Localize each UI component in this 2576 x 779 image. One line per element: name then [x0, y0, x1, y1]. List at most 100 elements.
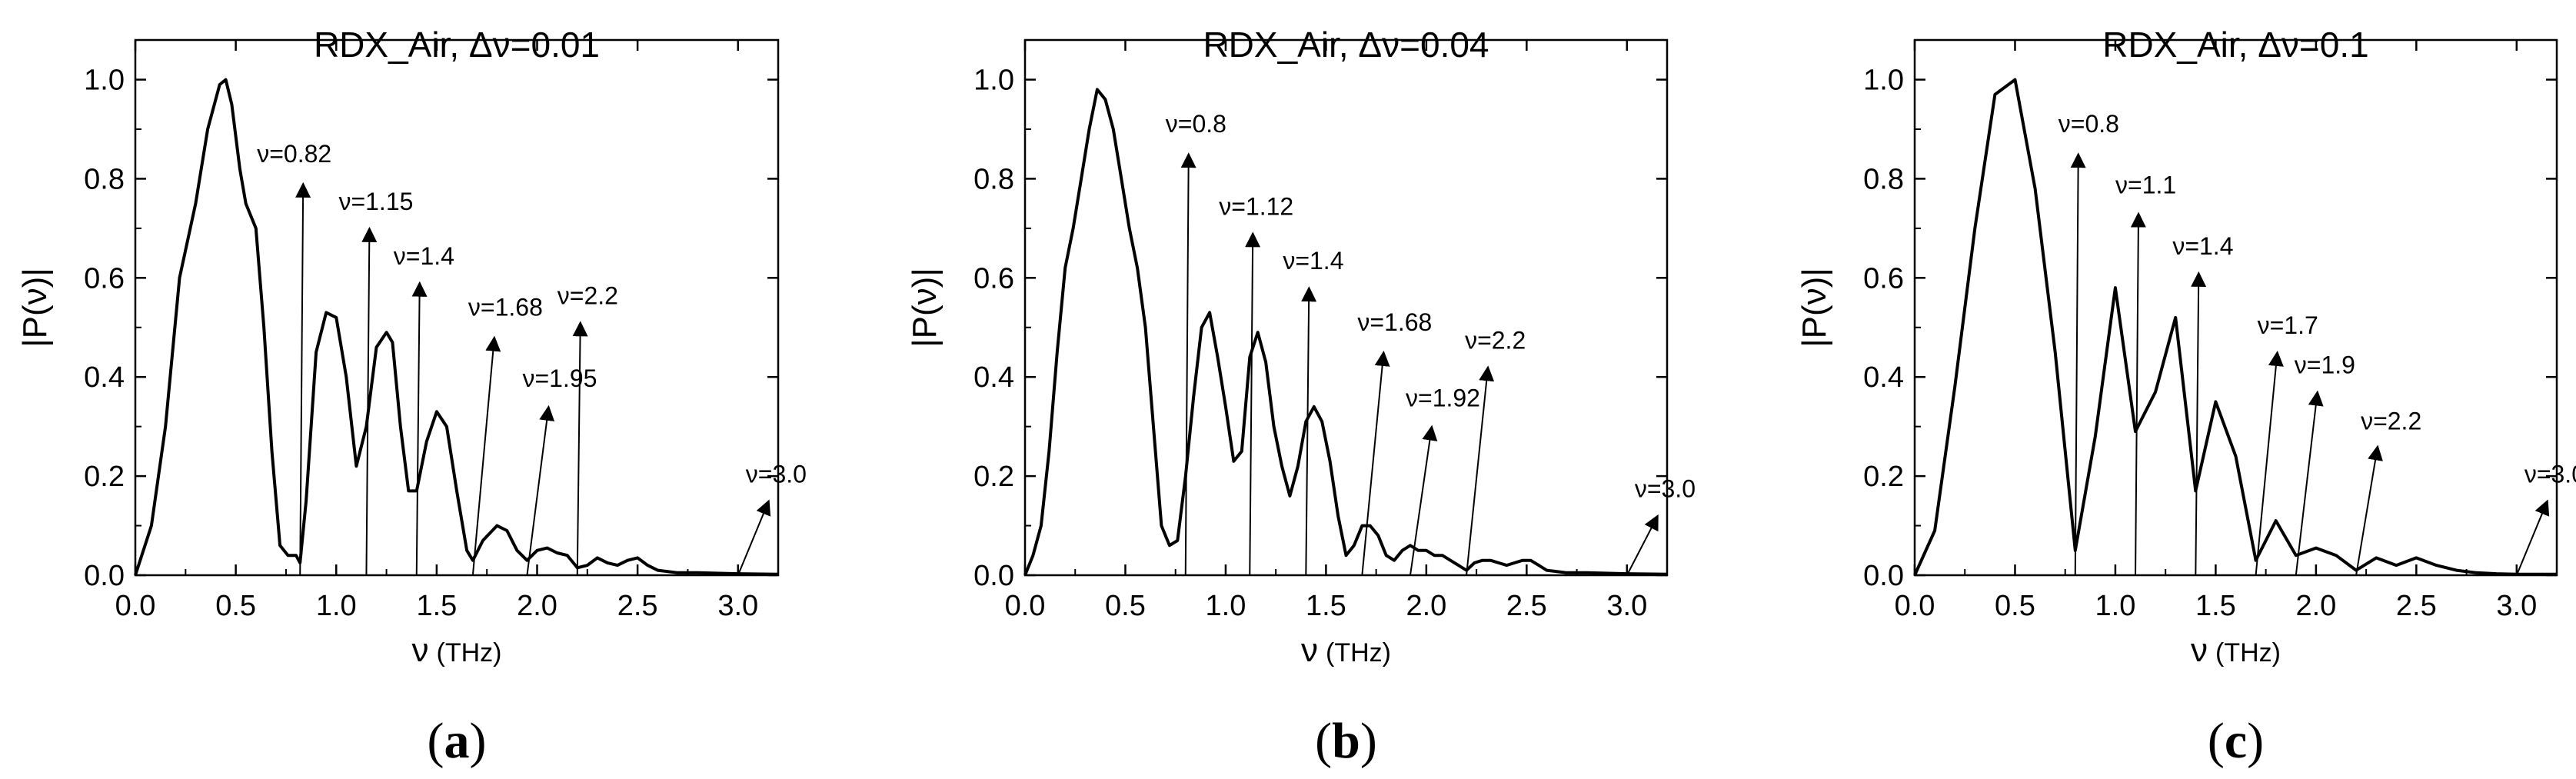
annotation-label: ν=1.15: [338, 188, 413, 215]
plot-frame: [1913, 38, 2558, 577]
x-tick-label: 0.0: [1895, 590, 1935, 622]
annotation-arrow: [526, 404, 555, 576]
x-axis-label: ν (THz): [1301, 631, 1391, 669]
series-line-0: [134, 78, 779, 576]
panel-label-paren: ): [470, 713, 487, 769]
annotation-arrow: [1409, 424, 1438, 576]
annotation-arrow: [2295, 390, 2324, 576]
x-tick-label: 2.0: [517, 590, 557, 622]
annotation-arrow: [1626, 514, 1659, 576]
panel-label-paren: (: [1315, 713, 1332, 769]
x-tick-label: 1.5: [2195, 590, 2236, 622]
y-axis-label: |P(ν)|: [906, 268, 944, 348]
annotation-arrow: [1361, 351, 1390, 576]
annotation-label: ν=0.8: [1166, 110, 1226, 138]
annotation-arrow: [2255, 351, 2284, 576]
panel-label-letter: a: [444, 713, 470, 769]
x-tick-label: 0.0: [1005, 590, 1046, 622]
y-tick-label: 1.0: [973, 65, 1014, 97]
annotation-arrow: [1466, 365, 1495, 576]
x-axis-label: ν (THz): [412, 631, 502, 669]
x-tick-label: 2.0: [1406, 590, 1446, 622]
x-axis-symbol: ν: [1301, 631, 1318, 669]
annotation-label: ν=2.2: [557, 281, 618, 309]
annotation-label: ν=3.0: [2524, 460, 2576, 488]
y-tick-label: 0.0: [84, 560, 125, 592]
series-line-0: [1913, 78, 2557, 576]
series-line-0: [1023, 88, 1668, 576]
annotation-label: ν=0.8: [2058, 110, 2119, 138]
chart-panel-b: 0.0 0.5 1.0 1.5 2.0 2.5 3.0 0.0 0.2 0.4 0.6 0.8 1.0 R…: [906, 25, 1696, 769]
x-axis-unit: (THz): [2215, 638, 2281, 667]
panel-label-letter: b: [1332, 713, 1360, 769]
x-tick-label: 1.0: [2095, 590, 2136, 622]
x-tick-label: 0.5: [1105, 590, 1146, 622]
annotation-arrow: [2355, 444, 2383, 576]
annotation-arrow: [737, 499, 771, 576]
y-tick-label: 0.8: [84, 163, 125, 195]
x-tick-label: 0.0: [115, 590, 156, 622]
y-tick-label: 1.0: [84, 65, 125, 97]
x-tick-label: 2.0: [2295, 590, 2336, 622]
y-axis-label: |P(ν)|: [1796, 268, 1833, 348]
annotation-label: ν=1.7: [2258, 311, 2318, 339]
y-tick-label: 0.8: [973, 163, 1014, 195]
y-axis-label: |P(ν)|: [16, 268, 54, 348]
annotation-label: ν=1.12: [1219, 192, 1293, 220]
y-tick-label: 1.0: [1863, 65, 1904, 97]
panel-label-paren: (: [428, 713, 444, 769]
x-tick-label: 1.0: [316, 590, 357, 622]
panel-label-paren: (: [2208, 713, 2225, 769]
x-tick-label: 3.0: [2496, 590, 2537, 622]
x-tick-label: 3.0: [717, 590, 758, 622]
chart-title: RDX_Air, Δν=0.1: [2102, 25, 2368, 65]
y-tick-label: 0.6: [84, 262, 125, 295]
panel-label: (b): [1315, 713, 1377, 769]
annotation-arrow: [471, 335, 501, 576]
x-tick-label: 2.5: [2396, 590, 2437, 622]
x-tick-label: 1.5: [416, 590, 457, 622]
annotation-arrow: [2515, 499, 2550, 576]
annotation-arrow: [2191, 271, 2207, 576]
annotation-arrow: [361, 226, 378, 576]
annotation-label: ν=3.0: [1635, 475, 1696, 503]
x-axis-label: ν (THz): [2191, 631, 2281, 669]
y-tick-label: 0.2: [84, 461, 125, 493]
x-tick-label: 2.5: [1506, 590, 1547, 622]
chart-title: RDX_Air, Δν=0.01: [314, 25, 600, 65]
x-axis-symbol: ν: [412, 631, 429, 669]
annotation-arrow: [411, 281, 428, 576]
annotation-label: ν=1.92: [1406, 385, 1480, 412]
y-tick-label: 0.6: [973, 262, 1014, 295]
annotation-label: ν=1.1: [2115, 171, 2176, 199]
annotation-arrow: [1245, 231, 1261, 576]
chart-panel-c: 0.0 0.5 1.0 1.5 2.0 2.5 3.0 0.0 0.2 0.4 0.6 0.8 1.0 R…: [1796, 25, 2576, 769]
panel-label: (a): [428, 713, 487, 769]
annotation-label: ν=1.9: [2295, 351, 2355, 379]
annotation-label: ν=2.2: [1465, 326, 1526, 354]
x-tick-label: 2.5: [617, 590, 658, 622]
plot-frame: [134, 38, 780, 577]
annotation-label: ν=1.4: [1283, 247, 1343, 275]
chart-title: RDX_Air, Δν=0.04: [1203, 25, 1489, 65]
annotation-arrow: [295, 181, 311, 576]
annotation-label: ν=3.0: [746, 460, 807, 488]
plot-frame: [1023, 38, 1669, 577]
panel-label-paren: ): [2247, 713, 2264, 769]
y-tick-label: 0.8: [1863, 163, 1904, 195]
x-tick-label: 3.0: [1606, 590, 1647, 622]
annotation-arrow: [572, 321, 588, 576]
x-axis-unit: (THz): [1326, 638, 1391, 667]
y-tick-label: 0.4: [84, 361, 125, 394]
y-tick-label: 0.0: [973, 560, 1014, 592]
annotation-label: ν=1.95: [522, 365, 597, 392]
panel-label: (c): [2208, 713, 2264, 769]
panel-label-paren: ): [1360, 713, 1377, 769]
x-tick-label: 1.0: [1206, 590, 1246, 622]
annotation-arrow: [1301, 286, 1317, 576]
chart-panel-a: 0.0 0.5 1.0 1.5 2.0 2.5 3.0 0.0 0.2 0.4 0.6 0.8 1.0 R…: [16, 25, 807, 769]
y-tick-label: 0.2: [1863, 461, 1904, 493]
annotation-label: ν=1.68: [468, 294, 543, 321]
